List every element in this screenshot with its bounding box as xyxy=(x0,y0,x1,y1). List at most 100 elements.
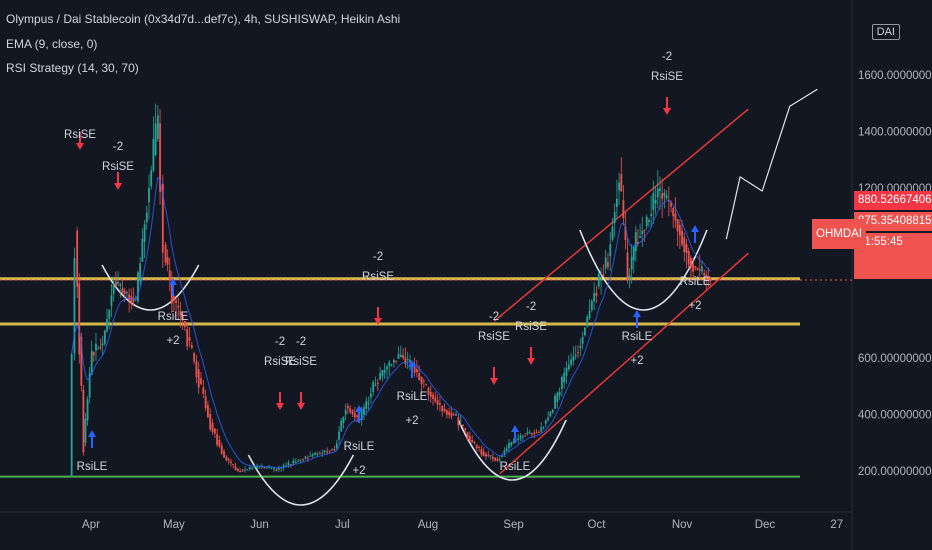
rsi-strategy-label[interactable]: RSI Strategy (14, 30, 70) xyxy=(6,61,139,75)
sell-signal: -2 RsiSE xyxy=(362,251,394,325)
candle-body xyxy=(86,399,89,421)
candle-body xyxy=(556,393,559,403)
price-tick-label[interactable]: 1400.0000000000 xyxy=(858,127,932,139)
candle-body xyxy=(148,187,150,203)
sell-arrow-icon xyxy=(374,318,382,325)
price-tick-label[interactable]: 600.0000000000 xyxy=(858,353,932,365)
candle-body xyxy=(363,407,365,415)
time-tick-label[interactable]: Oct xyxy=(588,519,607,531)
time-tick-label[interactable]: 27 xyxy=(830,519,843,531)
sell-signal: -2 RsiSE xyxy=(651,51,683,115)
ema-line xyxy=(71,176,711,469)
candle-body xyxy=(480,449,483,455)
candle-body xyxy=(372,382,375,392)
candle-body xyxy=(498,459,501,461)
signal-label: RsiSE xyxy=(285,356,317,368)
candle-body xyxy=(321,452,324,454)
candle-body xyxy=(244,469,246,471)
buy-arrow-icon xyxy=(355,405,363,412)
candle-body xyxy=(114,281,117,287)
candle-body xyxy=(542,426,545,428)
rsi-strategy-legend[interactable]: RSI Strategy (14, 30, 70) xyxy=(6,61,139,75)
candle-body xyxy=(117,282,119,284)
projection-path[interactable] xyxy=(725,88,818,240)
time-axis[interactable]: Apr May Jun Jul Aug Sep Oct Nov Dec 27 xyxy=(82,519,843,531)
time-tick-label[interactable]: Jul xyxy=(335,519,350,531)
candle-body xyxy=(663,192,666,196)
time-tick-label[interactable]: Nov xyxy=(672,519,693,531)
candle-body xyxy=(112,283,115,294)
candle-body xyxy=(409,360,411,363)
candle-body xyxy=(78,283,81,355)
rounded-bottom-arc[interactable] xyxy=(457,419,567,481)
sell-signal: -2 RsiSE xyxy=(478,311,510,385)
rounded-bottom-arc[interactable] xyxy=(247,454,355,506)
candle-body xyxy=(429,391,432,398)
candle-body xyxy=(620,174,623,192)
buy-signal: RsiLE xyxy=(77,430,108,473)
candle-body xyxy=(519,435,522,439)
channel-lower-line[interactable] xyxy=(499,252,749,475)
symbol-title[interactable]: Olympus / Dai Stablecoin (0x34d7d...def7… xyxy=(6,12,401,26)
price-tick-label[interactable]: 400.0000000000 xyxy=(858,409,932,421)
candle-body xyxy=(681,230,683,245)
candle-body xyxy=(508,443,510,449)
candle-body xyxy=(326,451,329,453)
signal-label: RsiSE xyxy=(64,129,96,141)
time-tick-label[interactable]: Sep xyxy=(503,519,523,531)
candle-body xyxy=(335,443,338,449)
sell-arrow-icon xyxy=(297,403,305,410)
candle-body xyxy=(161,183,164,253)
candle-body xyxy=(636,241,639,245)
candle-body xyxy=(567,364,570,370)
candle-body xyxy=(709,278,712,281)
sell-arrow-icon xyxy=(76,143,84,150)
trend-channel[interactable] xyxy=(493,108,749,475)
candle-body xyxy=(607,262,609,268)
candle-body xyxy=(119,284,122,287)
candle-body xyxy=(82,389,85,453)
time-tick-label[interactable]: Aug xyxy=(418,519,438,531)
buy-signal: +2 RsiLE xyxy=(158,278,189,347)
ema-legend[interactable]: EMA (9, close, 0) xyxy=(6,37,97,51)
candle-body xyxy=(392,359,395,363)
signal-qty: -2 xyxy=(275,336,285,348)
candle-body xyxy=(588,310,591,319)
candle-body xyxy=(397,353,400,359)
candle-body xyxy=(346,405,349,409)
candle-body xyxy=(258,466,261,468)
time-tick-label[interactable]: Apr xyxy=(82,519,100,531)
candle-body xyxy=(156,115,159,139)
signal-label: RsiSE xyxy=(515,321,547,333)
candle-body xyxy=(434,397,437,402)
candle-body xyxy=(554,395,556,409)
sell-signal: -2 RsiSE xyxy=(264,336,296,410)
rounded-bottom-arc[interactable] xyxy=(101,264,200,311)
candle-body xyxy=(383,370,386,373)
buy-arrow-icon xyxy=(691,225,699,232)
candle-body xyxy=(404,357,407,365)
signal-qty: +2 xyxy=(405,415,418,427)
candle-body xyxy=(696,267,699,270)
projection-line[interactable] xyxy=(725,88,818,240)
candle-body xyxy=(311,454,314,456)
candle-body xyxy=(565,368,568,376)
candle-body xyxy=(170,282,173,304)
candle-body xyxy=(659,187,661,192)
candle-body xyxy=(175,300,177,303)
signal-qty: +2 xyxy=(166,335,179,347)
time-tick-label[interactable]: Jun xyxy=(250,519,269,531)
ema-indicator-label[interactable]: EMA (9, close, 0) xyxy=(6,37,98,51)
time-tick-label[interactable]: May xyxy=(163,519,185,531)
time-tick-label[interactable]: Dec xyxy=(755,519,776,531)
sell-signal: -2 RsiSE xyxy=(515,301,547,365)
candle-body xyxy=(84,418,87,443)
price-tick-label[interactable]: 200.0000000000 xyxy=(858,466,932,478)
price-tick-label[interactable]: 1600.0000000000 xyxy=(858,70,932,82)
candle-body xyxy=(349,408,352,413)
candle-body xyxy=(524,435,526,437)
symbol-legend[interactable]: Olympus / Dai Stablecoin (0x34d7d...def7… xyxy=(6,12,400,26)
channel-upper-line[interactable] xyxy=(493,108,749,322)
